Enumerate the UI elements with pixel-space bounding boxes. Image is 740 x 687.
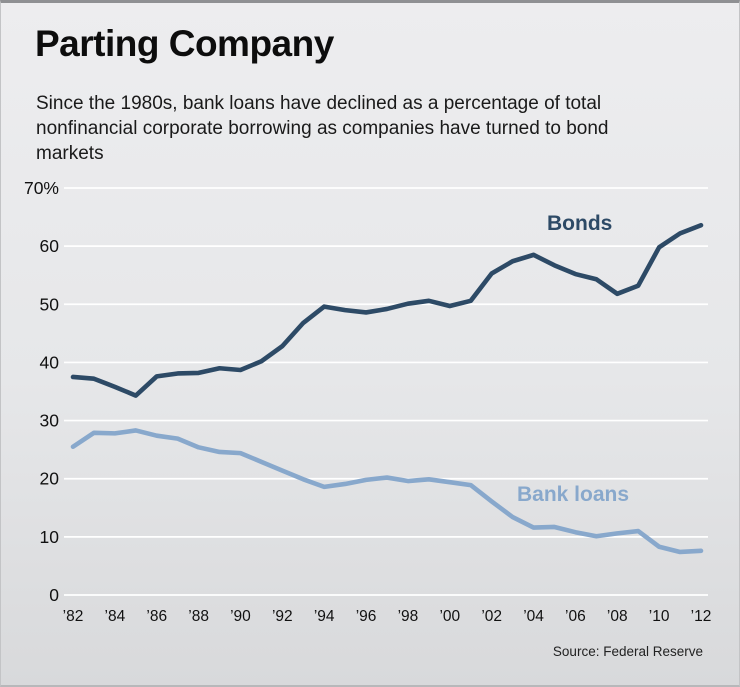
x-axis-label: ’98 [398,608,419,625]
x-axis-label: ’04 [523,608,544,625]
x-axis-label: ’96 [356,608,377,625]
y-axis-label: 40 [40,352,60,372]
x-axis-label: ’88 [188,608,209,625]
y-axis-label: 10 [40,527,60,547]
line-chart-canvas: 0 10 20 30 40 50 60 70% ’82 ’84 ’86 ’88 ’90 ’92 ’94 ’96… [24,178,712,625]
x-axis-label: ’82 [63,608,84,625]
x-axis-label: ’00 [439,608,460,625]
chart-title: Parting Company [35,23,334,64]
x-axis-label: ’06 [565,608,586,625]
series-line-bonds [70,222,704,398]
y-axis-label: 60 [40,236,60,256]
series-label-bonds: Bonds [547,212,613,235]
y-axis-label: 20 [40,469,60,489]
chart-subtitle: Since the 1980s, bank loans have decline… [36,93,609,165]
y-axis-label: 0 [49,585,59,605]
x-axis-label: ’94 [314,608,335,625]
y-axis-label: 50 [40,294,60,314]
x-axis-label: ’10 [649,608,670,625]
series-label-bank-loans: Bank loans [517,483,630,506]
x-axis-label: ’90 [230,608,251,625]
x-axis-label: ’86 [146,608,167,625]
x-axis-label: ’92 [272,608,293,625]
x-axis-label: ’12 [691,608,712,625]
y-axis-label: 70% [24,178,59,198]
x-axis-label: ’84 [105,608,126,625]
source-note: Source: Federal Reserve [552,644,703,659]
x-axis-label: ’08 [607,608,628,625]
y-axis-label: 30 [40,411,60,431]
series-line-bank-loans [70,428,704,555]
x-axis-label: ’02 [481,608,502,625]
line-chart: 0 10 20 30 40 50 60 70% ’82 ’84 ’86 ’88 ’90 ’92 ’94 ’96… [1,163,739,638]
